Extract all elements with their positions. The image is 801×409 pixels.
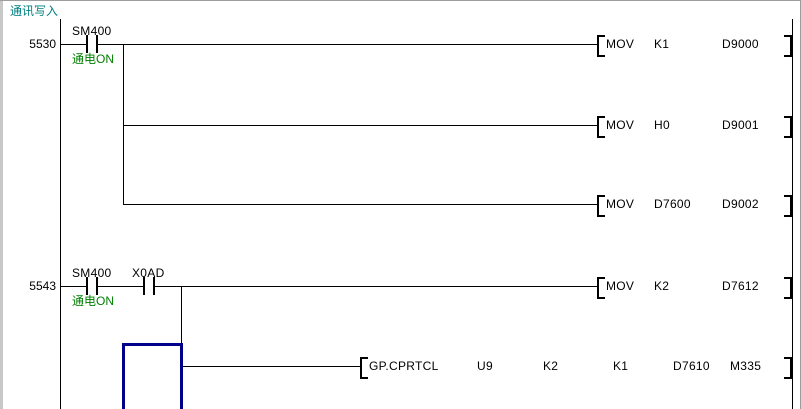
instruction-arg: D7612 [722, 279, 759, 293]
left-power-rail [60, 19, 61, 409]
wire-rung1-branch [123, 44, 124, 205]
instruction-arg: U9 [477, 359, 493, 373]
instruction-arg: K2 [543, 359, 559, 373]
right-power-rail [792, 19, 793, 409]
wire-rung2-row2 [182, 366, 360, 367]
bracket-left-icon [597, 277, 605, 299]
instruction-arg: K1 [613, 359, 629, 373]
instruction-op: GP.CPRTCL [369, 359, 439, 373]
wire-rung1-main [61, 44, 597, 45]
instruction-arg: D7610 [673, 359, 710, 373]
contact-label: SM400 [72, 24, 112, 38]
contact-x0ad[interactable] [143, 277, 155, 295]
instruction-arg: K2 [654, 279, 670, 293]
contact-comment: 通电ON [72, 294, 115, 308]
instruction-op: MOV [606, 118, 635, 132]
instruction-arg: K1 [654, 37, 670, 51]
instruction-arg: D9000 [722, 37, 759, 51]
bracket-right-icon [784, 357, 792, 379]
contact-label: SM400 [72, 266, 112, 280]
instruction-op: MOV [606, 37, 635, 51]
statement-title: 通讯写入 [10, 4, 59, 18]
bracket-right-icon [784, 195, 792, 217]
instruction-arg: D9001 [722, 118, 759, 132]
bracket-right-icon [784, 277, 792, 299]
rung-number: 5543 [29, 279, 56, 293]
contact-sm400[interactable] [86, 35, 98, 53]
bracket-left-icon [360, 357, 368, 379]
instruction-op: MOV [606, 197, 635, 211]
contact-sm400[interactable] [86, 277, 98, 295]
contact-label: X0AD [132, 266, 165, 280]
wire-rung2-branch [181, 286, 182, 367]
bracket-left-icon [597, 116, 605, 138]
instruction-arg: D9002 [722, 197, 759, 211]
instruction-op: MOV [606, 279, 635, 293]
instruction-arg: D7600 [654, 197, 691, 211]
bracket-left-icon [597, 195, 605, 217]
wire-rung1-row2 [124, 125, 597, 126]
editor-left-edge [0, 1, 3, 409]
instruction-arg: M335 [730, 359, 762, 373]
instruction-arg: H0 [654, 118, 670, 132]
wire-rung1-row3 [124, 204, 597, 205]
bracket-right-icon [784, 116, 792, 138]
bracket-right-icon [784, 35, 792, 57]
rung-number: 5530 [29, 37, 56, 51]
contact-comment: 通电ON [72, 52, 115, 66]
edit-cursor-cell[interactable] [122, 343, 183, 409]
wire-rung2-main [61, 286, 597, 287]
bracket-left-icon [597, 35, 605, 57]
